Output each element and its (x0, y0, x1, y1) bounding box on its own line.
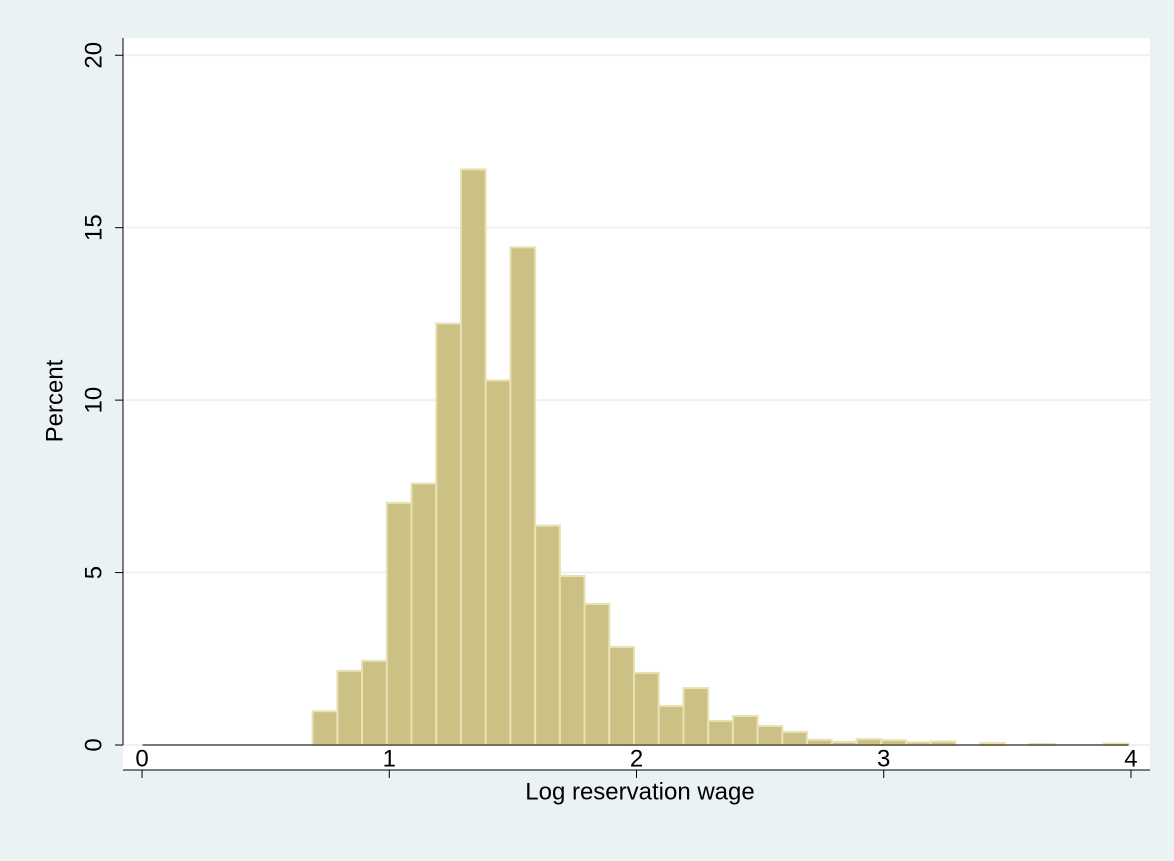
bar (880, 739, 907, 746)
x-tick-label: 4 (1124, 745, 1137, 772)
y-tick-label: 0 (80, 738, 107, 751)
plot-area (123, 38, 1150, 770)
bar (459, 168, 487, 746)
bar (756, 725, 784, 746)
bar (534, 524, 561, 746)
bar (311, 710, 339, 747)
bar (558, 575, 586, 747)
bar (509, 246, 537, 746)
bar (682, 687, 710, 746)
y-axis-title: Percent (41, 359, 68, 442)
y-tick-label: 15 (80, 214, 107, 241)
bar (707, 719, 734, 746)
bar (608, 646, 636, 746)
x-tick-label: 0 (135, 745, 148, 772)
x-axis-title: Log reservation wage (525, 778, 754, 805)
bar (806, 738, 833, 747)
bar (633, 671, 660, 746)
x-tick-label: 1 (383, 745, 396, 772)
bar (435, 322, 462, 746)
bar (781, 730, 809, 747)
x-tick-label: 2 (630, 745, 643, 772)
y-tick-label: 20 (80, 42, 107, 69)
bar (731, 715, 759, 747)
bar (929, 740, 957, 746)
bar (336, 669, 364, 746)
bar (855, 738, 883, 747)
bar (361, 659, 388, 746)
bar (657, 705, 685, 747)
bar (410, 482, 438, 746)
y-tick-label: 10 (80, 387, 107, 414)
x-tick-label: 3 (877, 745, 890, 772)
bar (385, 501, 413, 746)
y-tick-label: 5 (80, 566, 107, 579)
bar (583, 602, 611, 746)
bar (484, 379, 512, 746)
